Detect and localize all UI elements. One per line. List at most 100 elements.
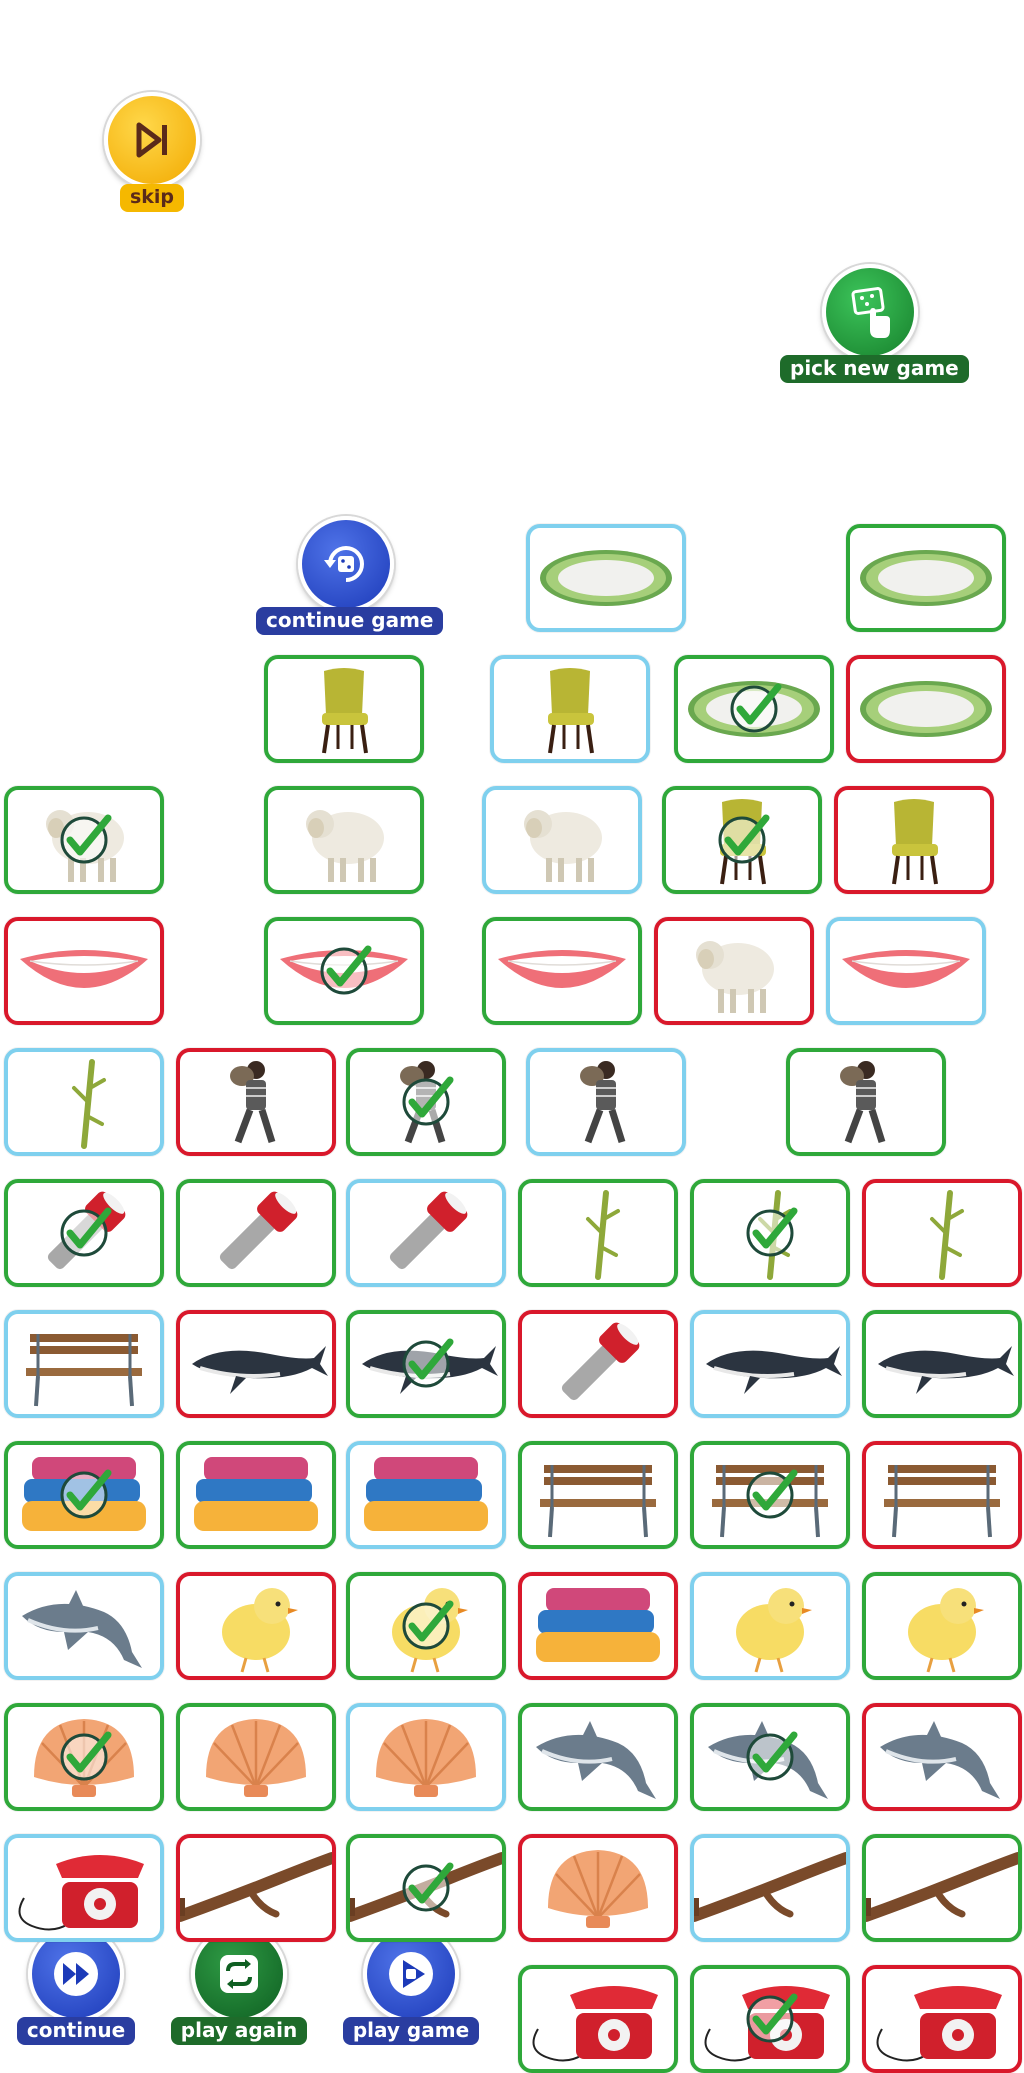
whale-icon: [878, 1346, 1014, 1394]
game-card[interactable]: [4, 786, 164, 894]
game-card[interactable]: [176, 1179, 336, 1287]
check-mark-icon: [746, 1207, 798, 1257]
game-card[interactable]: [518, 1703, 678, 1811]
game-card[interactable]: [518, 1965, 678, 2073]
bench-icon: [884, 1465, 1000, 1538]
game-card[interactable]: [846, 655, 1006, 763]
game-card[interactable]: [490, 655, 650, 763]
game-card[interactable]: [834, 786, 994, 894]
game-card[interactable]: [526, 524, 686, 632]
check-mark-icon: [60, 1469, 112, 1519]
game-card[interactable]: [482, 786, 642, 894]
game-card[interactable]: [690, 1572, 850, 1680]
game-card[interactable]: [482, 917, 642, 1025]
game-card[interactable]: [264, 917, 424, 1025]
game-card[interactable]: [690, 1441, 850, 1549]
game-card[interactable]: [4, 1310, 164, 1418]
game-card[interactable]: [264, 786, 424, 894]
game-card[interactable]: [4, 1834, 164, 1942]
game-card[interactable]: [674, 655, 834, 763]
game-card[interactable]: [346, 1441, 506, 1549]
game-card[interactable]: [176, 1310, 336, 1418]
pick-new-game-label: pick new game: [780, 355, 969, 383]
continue-button[interactable]: continue: [12, 1926, 140, 2045]
game-card[interactable]: [690, 1834, 850, 1942]
game-card[interactable]: [176, 1834, 336, 1942]
continue-game-icon: [298, 516, 394, 612]
game-card[interactable]: [346, 1834, 506, 1942]
check-mark-icon: [402, 1600, 454, 1650]
continue-game-label: continue game: [256, 607, 444, 635]
game-card[interactable]: [662, 786, 822, 894]
play-game-button[interactable]: play game: [340, 1926, 482, 2045]
game-card[interactable]: [690, 1703, 850, 1811]
game-card[interactable]: [4, 1048, 164, 1156]
twig-icon: [72, 1059, 106, 1149]
play-again-button[interactable]: play again: [168, 1926, 310, 2045]
lips-icon: [842, 950, 970, 988]
fast-forward-icon: [28, 1926, 124, 2022]
game-card[interactable]: [176, 1441, 336, 1549]
game-card[interactable]: [518, 1179, 678, 1287]
game-card[interactable]: [346, 1310, 506, 1418]
game-card[interactable]: [862, 1572, 1022, 1680]
check-mark-icon: [746, 1469, 798, 1519]
skip-button[interactable]: skip: [100, 92, 204, 212]
game-card[interactable]: [518, 1834, 678, 1942]
whale-icon: [192, 1346, 328, 1394]
game-card[interactable]: [518, 1572, 678, 1680]
game-card[interactable]: [176, 1048, 336, 1156]
game-card[interactable]: [862, 1441, 1022, 1549]
game-card[interactable]: [176, 1703, 336, 1811]
game-card[interactable]: [346, 1179, 506, 1287]
thief-icon: [840, 1061, 886, 1144]
game-card[interactable]: [518, 1310, 678, 1418]
game-card[interactable]: [264, 655, 424, 763]
continue-game-button[interactable]: continue game: [256, 516, 444, 635]
game-card[interactable]: [862, 1179, 1022, 1287]
game-card[interactable]: [862, 1703, 1022, 1811]
thief-icon: [580, 1061, 626, 1144]
game-card[interactable]: [846, 524, 1006, 632]
check-mark-icon: [402, 1076, 454, 1126]
game-card[interactable]: [862, 1834, 1022, 1942]
game-card[interactable]: [346, 1572, 506, 1680]
telephone-icon: [876, 1986, 1002, 2062]
game-card[interactable]: [4, 1441, 164, 1549]
check-mark-icon: [746, 1993, 798, 2043]
sheep-icon: [524, 810, 602, 882]
game-card[interactable]: [346, 1048, 506, 1156]
pick-new-game-button[interactable]: pick new game: [780, 264, 969, 383]
game-card[interactable]: [4, 1703, 164, 1811]
game-card[interactable]: [690, 1310, 850, 1418]
game-card[interactable]: [690, 1965, 850, 2073]
play-game-label: play game: [342, 2017, 480, 2045]
shell-icon: [376, 1719, 476, 1797]
blankets-icon: [364, 1457, 488, 1531]
branch-icon: [180, 1852, 332, 1922]
chair-icon: [892, 799, 938, 885]
bench-icon: [540, 1465, 656, 1538]
game-card[interactable]: [176, 1572, 336, 1680]
game-card[interactable]: [862, 1965, 1022, 2073]
game-card[interactable]: [518, 1441, 678, 1549]
game-card[interactable]: [690, 1179, 850, 1287]
check-mark-icon: [746, 1731, 798, 1781]
chick-icon: [222, 1588, 298, 1673]
game-card[interactable]: [526, 1048, 686, 1156]
game-card[interactable]: [654, 917, 814, 1025]
dolphin-icon: [880, 1721, 1000, 1799]
game-card[interactable]: [786, 1048, 946, 1156]
game-card[interactable]: [346, 1703, 506, 1811]
telephone-icon: [18, 1855, 144, 1931]
flashlight-icon: [389, 1191, 468, 1270]
game-card[interactable]: [826, 917, 986, 1025]
game-card[interactable]: [4, 1179, 164, 1287]
game-card[interactable]: [862, 1310, 1022, 1418]
check-mark-icon: [730, 683, 782, 733]
game-card[interactable]: [4, 917, 164, 1025]
dolphin-icon: [536, 1721, 656, 1799]
blankets-icon: [536, 1588, 660, 1662]
game-card[interactable]: [4, 1572, 164, 1680]
chair-icon: [548, 668, 594, 754]
